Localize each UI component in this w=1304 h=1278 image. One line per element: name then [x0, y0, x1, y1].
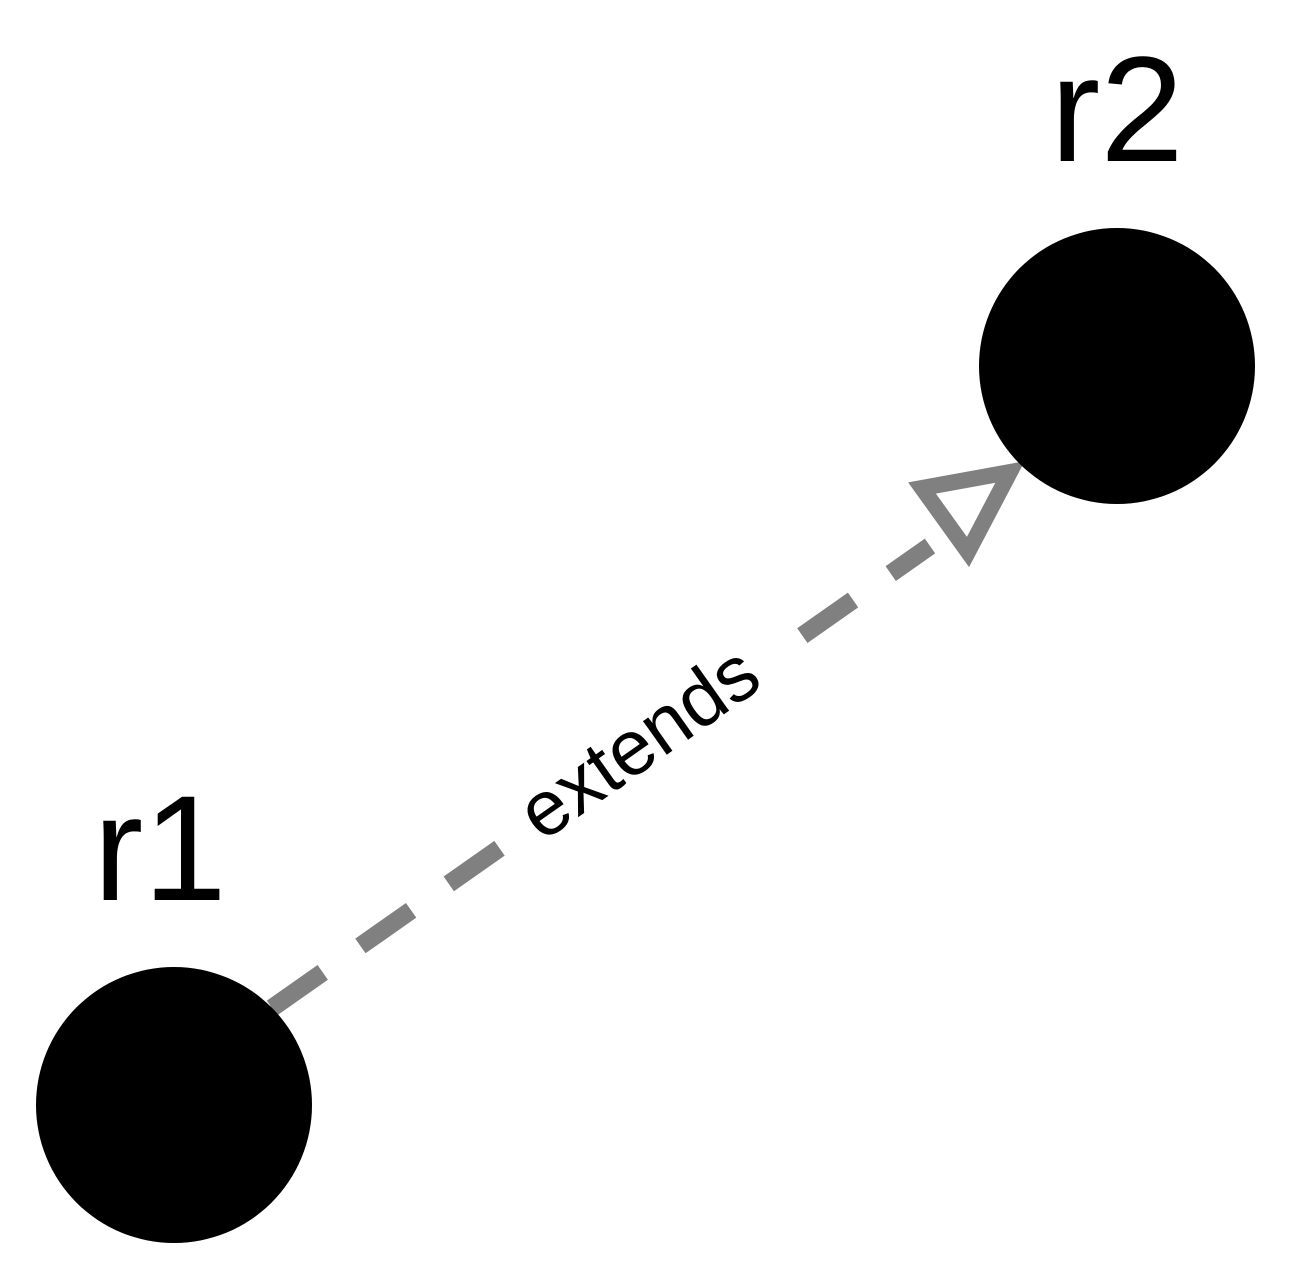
arrowhead-hollow-triangle-icon: [908, 461, 1025, 568]
node-r2-circle: [979, 228, 1255, 504]
edge-line: [266, 538, 936, 1016]
edge-label: extends: [501, 627, 775, 856]
node-r2[interactable]: r2: [979, 25, 1255, 504]
edge-r1-r2: extends: [266, 461, 1025, 1016]
node-r1-circle: [36, 967, 312, 1243]
node-r2-label: r2: [1050, 25, 1183, 193]
node-r1-label: r1: [93, 764, 226, 932]
edge-label-backing: [483, 614, 791, 866]
node-r1[interactable]: r1: [36, 764, 312, 1243]
